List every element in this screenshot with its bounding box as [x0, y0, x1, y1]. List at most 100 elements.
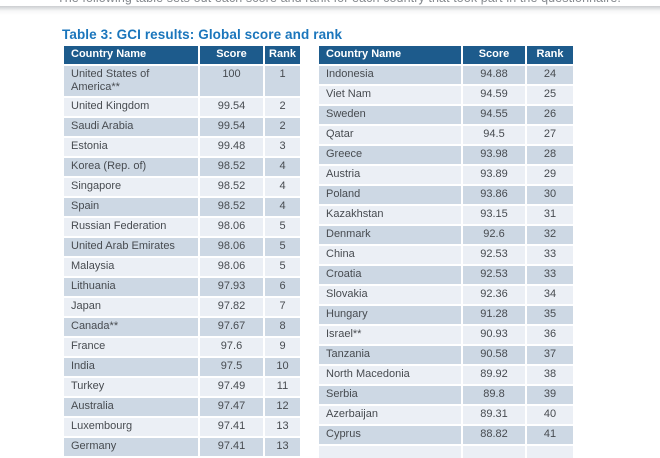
table-body-right: Indonesia 94.88 24 Viet Nam 94.59 25 Sweden 94.…	[319, 66, 573, 458]
rank-cell: 26	[527, 106, 573, 124]
score-cell: 97.5	[200, 357, 263, 376]
header-row: Country Name Score Rank	[64, 46, 300, 64]
country-cell: Hungary	[319, 306, 461, 324]
score-cell: 98.06	[200, 237, 263, 256]
table-row: United Arab Emirates 98.06 5	[64, 237, 300, 256]
table-row	[319, 446, 573, 458]
rank-cell: 13	[265, 417, 300, 436]
rank-cell: 2	[265, 97, 300, 116]
score-cell: 99.54	[200, 97, 263, 116]
table-row: Germany 97.41 13	[64, 437, 300, 456]
rank-cell: 32	[527, 226, 573, 244]
country-cell: Kazakhstan	[319, 206, 461, 224]
rank-cell: 13	[265, 437, 300, 456]
rank-cell: 5	[265, 237, 300, 256]
score-cell: 93.89	[463, 166, 525, 184]
table-row: France 97.6 9	[64, 337, 300, 356]
score-cell: 94.59	[463, 86, 525, 104]
table-row: Canada** 97.67 8	[64, 317, 300, 336]
table-row: Australia 97.47 12	[64, 397, 300, 416]
table-row: Estonia 99.48 3	[64, 137, 300, 156]
table-row: Serbia 89.8 39	[319, 386, 573, 404]
country-cell: Indonesia	[319, 66, 461, 84]
country-cell: United Arab Emirates	[64, 237, 198, 256]
table-row: Tanzania 90.58 37	[319, 346, 573, 364]
rank-cell: 31	[527, 206, 573, 224]
rank-cell: 37	[527, 346, 573, 364]
country-cell: Russian Federation	[64, 217, 198, 236]
table-row: Turkey 97.49 11	[64, 377, 300, 396]
score-cell	[463, 446, 525, 458]
gci-table-left: Country Name Score Rank United States of…	[62, 44, 302, 458]
header-row: Country Name Score Rank	[319, 46, 573, 64]
table-row: Kazakhstan 93.15 31	[319, 206, 573, 224]
table-row: Austria 93.89 29	[319, 166, 573, 184]
country-cell: United States of America**	[64, 66, 198, 96]
table-row: Lithuania 97.93 6	[64, 277, 300, 296]
country-cell: Cyprus	[319, 426, 461, 444]
table-row: Qatar 94.5 27	[319, 126, 573, 144]
country-cell: Malaysia	[64, 257, 198, 276]
rank-cell: 27	[527, 126, 573, 144]
country-cell: Slovakia	[319, 286, 461, 304]
rank-cell: 5	[265, 217, 300, 236]
top-cutoff-paragraph: The following table sets out each score …	[57, 0, 621, 5]
rank-cell: 30	[527, 186, 573, 204]
score-cell: 88.82	[463, 426, 525, 444]
rank-cell: 29	[527, 166, 573, 184]
rank-cell: 4	[265, 177, 300, 196]
table-row: Greece 93.98 28	[319, 146, 573, 164]
rank-cell: 34	[527, 286, 573, 304]
country-cell: Viet Nam	[319, 86, 461, 104]
country-cell: Qatar	[319, 126, 461, 144]
table-row: North Macedonia 89.92 38	[319, 366, 573, 384]
rank-cell: 35	[527, 306, 573, 324]
country-cell: Germany	[64, 437, 198, 456]
table-row: Denmark 92.6 32	[319, 226, 573, 244]
rank-cell: 12	[265, 397, 300, 416]
country-cell: Japan	[64, 297, 198, 316]
country-cell: Korea (Rep. of)	[64, 157, 198, 176]
score-cell: 98.52	[200, 157, 263, 176]
score-cell: 98.06	[200, 257, 263, 276]
country-cell: Croatia	[319, 266, 461, 284]
table-title: Table 3: GCI results: Global score and r…	[62, 27, 343, 42]
country-cell: United Kingdom	[64, 97, 198, 116]
country-cell: Azerbaijan	[319, 406, 461, 424]
country-cell: Poland	[319, 186, 461, 204]
score-cell: 90.58	[463, 346, 525, 364]
table-row: Sweden 94.55 26	[319, 106, 573, 124]
table-row: Saudi Arabia 99.54 2	[64, 117, 300, 136]
table-body-left: United States of America** 100 1 United Kin…	[64, 66, 300, 456]
score-cell: 97.93	[200, 277, 263, 296]
country-cell: Canada**	[64, 317, 198, 336]
table-row: Slovakia 92.36 34	[319, 286, 573, 304]
rank-cell: 7	[265, 297, 300, 316]
table-row: Malaysia 98.06 5	[64, 257, 300, 276]
rank-cell: 10	[265, 357, 300, 376]
country-cell: Turkey	[64, 377, 198, 396]
score-cell: 97.6	[200, 337, 263, 356]
country-cell: China	[319, 246, 461, 264]
gci-table-right: Country Name Score Rank Indonesia 94.88 24…	[317, 44, 575, 458]
rank-cell: 1	[265, 66, 300, 96]
score-cell: 93.15	[463, 206, 525, 224]
table-header-left: Country Name Score Rank	[64, 46, 300, 64]
score-cell: 93.86	[463, 186, 525, 204]
table-row: Poland 93.86 30	[319, 186, 573, 204]
score-cell: 98.52	[200, 197, 263, 216]
table-row: Viet Nam 94.59 25	[319, 86, 573, 104]
rank-cell: 39	[527, 386, 573, 404]
country-cell: Estonia	[64, 137, 198, 156]
score-cell: 100	[200, 66, 263, 96]
rank-cell: 4	[265, 197, 300, 216]
column-header-country: Country Name	[319, 46, 461, 64]
country-cell: Lithuania	[64, 277, 198, 296]
score-cell: 97.41	[200, 417, 263, 436]
rank-cell: 4	[265, 157, 300, 176]
column-header-score: Score	[200, 46, 263, 64]
rank-cell: 36	[527, 326, 573, 344]
rank-cell: 8	[265, 317, 300, 336]
score-cell: 92.53	[463, 266, 525, 284]
country-cell: Sweden	[319, 106, 461, 124]
